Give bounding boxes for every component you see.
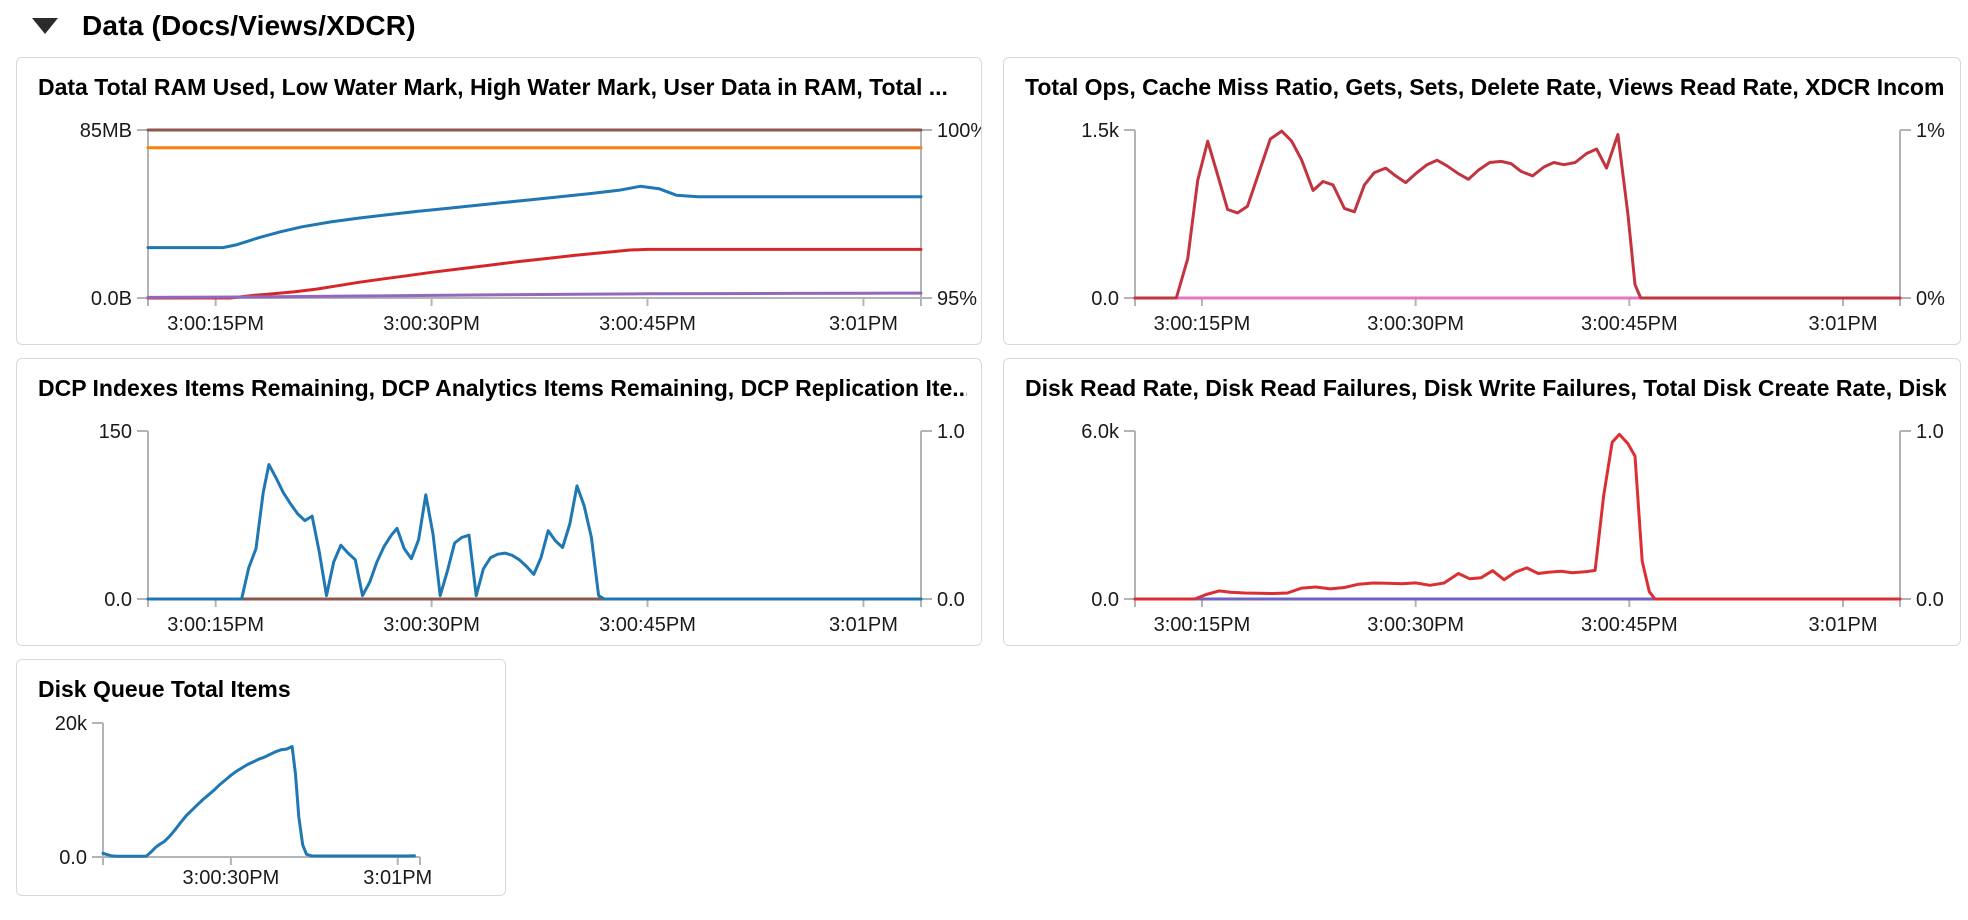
chart-card-ram[interactable]: Data Total RAM Used, Low Water Mark, Hig… bbox=[16, 57, 989, 345]
x-axis-tick-label: 3:00:30PM bbox=[183, 867, 280, 889]
series-line bbox=[146, 247, 923, 300]
chart-plot-area[interactable]: 85MB 0.0B 100% 95% 3:00:15PM 3:00:30PM 3:00:45… bbox=[17, 58, 989, 344]
chart-plot-area[interactable]: 1.5k 0.0 1% 0% 3:00:15PM 3:00:30PM 3:00:45PM 3:… bbox=[1004, 58, 1960, 344]
x-axis-tick-label: 3:01PM bbox=[1809, 614, 1878, 636]
y-axis-right-top-label: 1.0 bbox=[937, 421, 965, 443]
y-axis-left-top-label: 20k bbox=[55, 713, 88, 735]
series-line bbox=[146, 291, 923, 299]
y-axis-right-bottom-label: 0.0 bbox=[1916, 589, 1944, 611]
y-axis-right-top-label: 1.0 bbox=[1916, 421, 1944, 443]
y-axis-left-top-label: 1.5k bbox=[1081, 120, 1120, 142]
x-axis-tick-label: 3:00:45PM bbox=[1581, 614, 1678, 636]
x-axis-tick-label: 3:00:30PM bbox=[1367, 313, 1464, 335]
series-line bbox=[101, 745, 416, 858]
y-axis-right-top-label: 1% bbox=[1916, 120, 1945, 142]
y-axis-left-top-label: 6.0k bbox=[1081, 421, 1120, 443]
chart-plot-area[interactable]: 20k 0.0 3:00:30PM 3:01PM bbox=[17, 660, 505, 895]
chart-title: Disk Read Rate, Disk Read Failures, Disk… bbox=[1025, 375, 1946, 401]
section-title: Data (Docs/Views/XDCR) bbox=[82, 10, 416, 41]
chart-title: DCP Indexes Items Remaining, DCP Analyti… bbox=[38, 375, 967, 401]
series-line bbox=[1133, 129, 1902, 300]
chart-title: Disk Queue Total Items bbox=[38, 676, 291, 702]
chart-svg: 85MB 0.0B 100% 95% 3:00:15PM 3:00:30PM 3:00:45… bbox=[80, 120, 989, 335]
chart-svg: 20k 0.0 3:00:30PM 3:01PM bbox=[55, 713, 432, 889]
y-axis-left-bottom-label: 0.0 bbox=[1091, 589, 1119, 611]
y-axis-left-bottom-label: 0.0 bbox=[1091, 288, 1119, 310]
series-line bbox=[146, 463, 923, 601]
chart-plot-area[interactable]: 6.0k 0.0 1.0 0.0 3:00:15PM 3:00:30PM 3:00:45PM… bbox=[1004, 359, 1960, 645]
x-axis-tick-label: 3:00:30PM bbox=[1367, 614, 1464, 636]
collapse-triangle-icon[interactable] bbox=[32, 18, 58, 34]
x-axis-tick-label: 3:00:15PM bbox=[167, 313, 264, 335]
x-axis-tick-label: 3:00:30PM bbox=[383, 313, 480, 335]
x-axis-tick-label: 3:00:15PM bbox=[1154, 614, 1251, 636]
y-axis-right-bottom-label: 0.0 bbox=[937, 589, 965, 611]
y-axis-right-bottom-label: 0% bbox=[1916, 288, 1945, 310]
x-axis-tick-label: 3:01PM bbox=[1809, 313, 1878, 335]
x-axis-tick-label: 3:00:15PM bbox=[1154, 313, 1251, 335]
x-axis-tick-label: 3:00:45PM bbox=[1581, 313, 1678, 335]
section-header: Data (Docs/Views/XDCR) bbox=[32, 10, 416, 42]
chart-title: Data Total RAM Used, Low Water Mark, Hig… bbox=[38, 74, 948, 100]
y-axis-left-top-label: 85MB bbox=[80, 120, 132, 142]
series-line bbox=[146, 184, 923, 250]
y-axis-left-bottom-label: 0.0 bbox=[104, 589, 132, 611]
series-line bbox=[1133, 432, 1902, 601]
y-axis-right-bottom-label: 95% bbox=[937, 288, 977, 310]
chart-card-disk[interactable]: Disk Read Rate, Disk Read Failures, Disk… bbox=[1003, 358, 1961, 646]
chart-card-dcp[interactable]: DCP Indexes Items Remaining, DCP Analyti… bbox=[16, 358, 982, 646]
y-axis-left-bottom-label: 0.0 bbox=[59, 847, 87, 869]
y-axis-left-top-label: 150 bbox=[99, 421, 132, 443]
chart-card-disk-queue[interactable]: Disk Queue Total Items 20k 0.0 3:00:30PM 3:… bbox=[16, 659, 506, 896]
x-axis-tick-label: 3:00:30PM bbox=[383, 614, 480, 636]
chart-card-ops[interactable]: Total Ops, Cache Miss Ratio, Gets, Sets,… bbox=[1003, 57, 1961, 345]
chart-title: Total Ops, Cache Miss Ratio, Gets, Sets,… bbox=[1025, 74, 1946, 100]
chart-svg: 150 0.0 1.0 0.0 3:00:15PM 3:00:30PM 3:00:45PM 3… bbox=[99, 421, 965, 636]
x-axis-tick-label: 3:01PM bbox=[829, 313, 898, 335]
chart-svg: 1.5k 0.0 1% 0% 3:00:15PM 3:00:30PM 3:00:45PM 3:… bbox=[1081, 120, 1945, 335]
x-axis-tick-label: 3:00:45PM bbox=[599, 614, 696, 636]
x-axis-tick-label: 3:01PM bbox=[829, 614, 898, 636]
chart-svg: 6.0k 0.0 1.0 0.0 3:00:15PM 3:00:30PM 3:00:45PM… bbox=[1081, 421, 1944, 636]
y-axis-right-top-label: 100% bbox=[937, 120, 981, 142]
x-axis-tick-label: 3:00:45PM bbox=[599, 313, 696, 335]
chart-plot-area[interactable]: 150 0.0 1.0 0.0 3:00:15PM 3:00:30PM 3:00:45PM 3… bbox=[17, 359, 981, 645]
x-axis-tick-label: 3:00:15PM bbox=[167, 614, 264, 636]
x-axis-tick-label: 3:01PM bbox=[363, 867, 432, 889]
y-axis-left-bottom-label: 0.0B bbox=[91, 288, 132, 310]
